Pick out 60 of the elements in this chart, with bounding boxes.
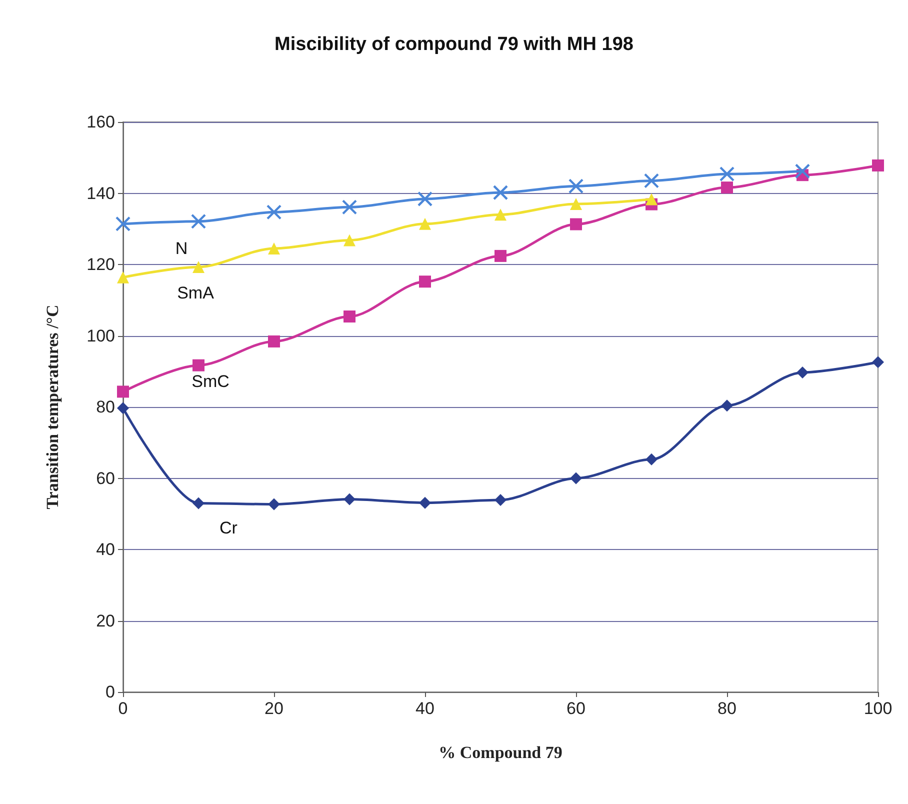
point: [646, 453, 658, 466]
y-tick-label: 20: [96, 611, 115, 630]
point: [417, 191, 433, 207]
point: [570, 198, 582, 210]
point: [872, 159, 884, 172]
point: [494, 494, 506, 506]
point: [719, 166, 735, 182]
point: [117, 271, 129, 284]
point: [796, 366, 808, 378]
point: [192, 497, 204, 510]
point: [115, 216, 131, 232]
series-label: SmA: [177, 283, 215, 302]
x-tick-label: 0: [118, 699, 128, 718]
y-tick-label: 40: [96, 540, 115, 559]
point: [192, 260, 204, 273]
chart-title: Miscibility of compound 79 with MH 198: [274, 34, 634, 55]
series-label: N: [175, 238, 188, 258]
point: [494, 250, 506, 262]
point: [190, 214, 206, 229]
point: [721, 400, 733, 412]
point: [721, 182, 733, 194]
point: [570, 472, 582, 484]
point: [268, 335, 280, 348]
point: [342, 200, 358, 215]
point: [494, 208, 506, 221]
point: [570, 218, 582, 230]
y-tick-label: 0: [106, 682, 115, 702]
y-tick-label: 60: [96, 468, 115, 488]
x-tick-label: 40: [416, 699, 434, 718]
point: [872, 356, 884, 368]
point: [419, 496, 431, 509]
point: [344, 493, 356, 506]
point: [419, 276, 431, 288]
point: [568, 178, 584, 194]
x-axis-title: % Compound 79: [438, 743, 562, 762]
y-axis-title: Transition temperatures /°C: [43, 304, 62, 510]
point: [268, 242, 280, 254]
y-tick-label: 100: [86, 326, 115, 346]
point: [794, 164, 810, 179]
point: [268, 498, 280, 510]
point: [419, 218, 431, 230]
y-tick-label: 160: [86, 112, 115, 132]
x-tick-label: 100: [864, 699, 892, 718]
point: [492, 184, 508, 200]
y-tick-label: 140: [86, 184, 115, 203]
series-label: SmC: [192, 372, 230, 391]
point: [644, 173, 660, 188]
x-tick-label: 20: [264, 699, 284, 718]
point: [344, 310, 356, 323]
point: [117, 386, 129, 398]
point: [192, 359, 204, 372]
point: [646, 193, 658, 206]
x-tick-label: 60: [566, 699, 586, 718]
point: [117, 402, 129, 414]
point: [344, 234, 356, 246]
y-tick-label: 120: [86, 255, 115, 274]
x-tick-label: 80: [718, 699, 736, 718]
point: [266, 204, 282, 220]
series-label: Cr: [220, 518, 238, 538]
y-tick-label: 80: [96, 398, 115, 416]
